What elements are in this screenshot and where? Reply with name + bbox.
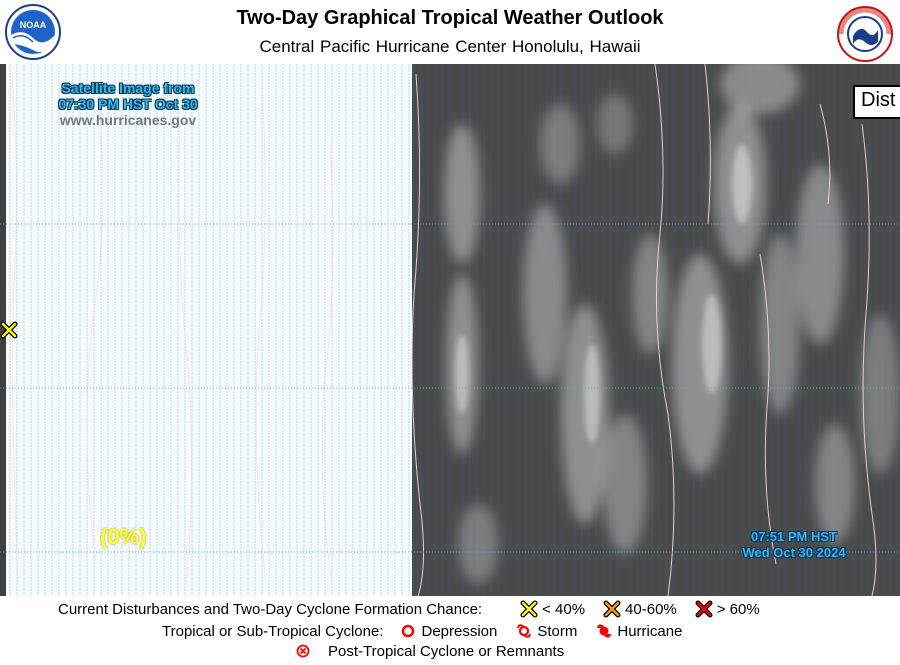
legend-row-post-tropical: Post-Tropical Cyclone or Remnants	[294, 642, 564, 660]
satellite-map[interactable]: Satellite Image from 07:30 PM HST Oct 30…	[0, 64, 900, 596]
legend-hurricane-label: Hurricane	[617, 622, 683, 640]
x-high-icon	[695, 600, 713, 618]
satellite-caption-line2: 07:30 PM HST Oct 30	[58, 96, 198, 112]
legend-row-cyclones: Tropical or Sub-Tropical Cyclone: Depres…	[162, 622, 682, 640]
x-low-icon	[520, 600, 538, 618]
legend-cyclone-label: Tropical or Sub-Tropical Cyclone:	[162, 622, 384, 640]
x-medium-icon	[603, 600, 621, 618]
header: NOAA Two-Day Graphical Tropical Weather …	[0, 0, 900, 64]
map-timestamp: 07:51 PM HST Wed Oct 30 2024	[728, 529, 860, 561]
disturbance-marker-low[interactable]	[0, 321, 18, 339]
legend-high-label: > 60%	[716, 600, 760, 618]
post-tropical-icon	[294, 642, 312, 660]
svg-text:NOAA: NOAA	[20, 20, 47, 30]
depression-icon	[399, 622, 417, 640]
legend-post-tropical-label: Post-Tropical Cyclone or Remnants	[328, 642, 565, 660]
timestamp-date: Wed Oct 30 2024	[742, 545, 846, 560]
legend-disturbance-label: Current Disturbances and Two-Day Cyclone…	[58, 600, 483, 618]
legend-storm-label: Storm	[537, 622, 578, 640]
website-link[interactable]: www.hurricanes.gov	[59, 112, 197, 128]
legend-row-disturbances: Current Disturbances and Two-Day Cyclone…	[58, 600, 760, 618]
hurricane-icon	[595, 622, 613, 640]
satellite-map-canvas	[0, 64, 900, 596]
satellite-caption: Satellite Image from 07:30 PM HST Oct 30…	[48, 80, 208, 128]
satellite-caption-line1: Satellite Image from	[61, 80, 195, 96]
timestamp-time: 07:51 PM HST	[751, 529, 837, 544]
nws-logo	[837, 6, 893, 62]
legend: Current Disturbances and Two-Day Cyclone…	[0, 596, 900, 665]
legend-low-label: < 40%	[542, 600, 586, 618]
disturbance-label-box[interactable]: Dist	[853, 85, 900, 119]
legend-depression-label: Depression	[421, 622, 498, 640]
area-formation-chance: (0%)	[100, 524, 147, 549]
page-subtitle: Central Pacific Hurricane Center Honolul…	[259, 37, 641, 56]
noaa-logo: NOAA	[5, 4, 61, 60]
legend-medium-label: 40-60%	[625, 600, 677, 618]
storm-icon	[515, 622, 533, 640]
page-title: Two-Day Graphical Tropical Weather Outlo…	[236, 7, 664, 29]
